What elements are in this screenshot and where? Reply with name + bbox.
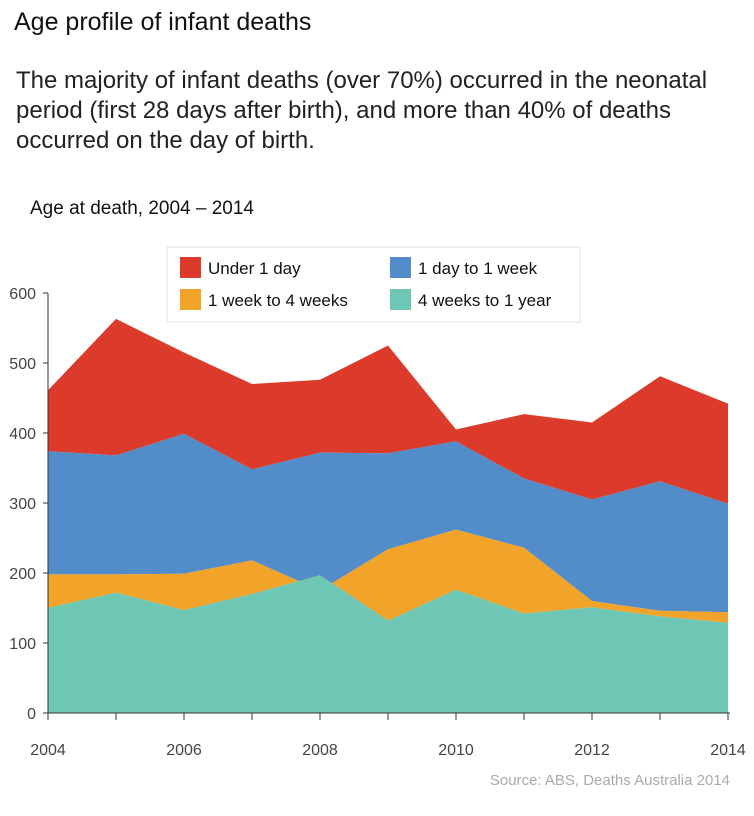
legend-label-1-week-to-4-weeks: 1 week to 4 weeks bbox=[208, 291, 348, 310]
y-tick-label: 200 bbox=[9, 566, 36, 583]
y-tick-label: 100 bbox=[9, 636, 36, 653]
x-tick-label: 2006 bbox=[166, 742, 202, 759]
source-note: Source: ABS, Deaths Australia 2014 bbox=[489, 772, 730, 789]
y-tick-label: 400 bbox=[9, 426, 36, 443]
x-tick-label: 2004 bbox=[30, 742, 66, 759]
x-tick-label: 2008 bbox=[302, 742, 338, 759]
legend: Under 1 day 1 day to 1 week 1 week to 4 we… bbox=[166, 246, 581, 323]
legend-swatch-1-day-to-1-week bbox=[390, 257, 411, 278]
y-tick-label: 500 bbox=[9, 356, 36, 373]
x-tick-label: 2012 bbox=[574, 742, 610, 759]
y-tick-label: 300 bbox=[9, 496, 36, 513]
y-tick-label: 600 bbox=[9, 286, 36, 303]
chart-subtitle: The majority of infant deaths (over 70%)… bbox=[16, 67, 708, 154]
area-1-week-to-4-weeks bbox=[48, 529, 728, 623]
x-tick-label: 2014 bbox=[710, 742, 746, 759]
legend-box bbox=[166, 246, 581, 323]
legend-swatch-1-week-to-4-weeks bbox=[180, 289, 201, 310]
page-title: Age profile of infant deaths bbox=[14, 8, 312, 36]
area-1-day-to-1-week bbox=[48, 433, 728, 613]
area-under-1-day bbox=[48, 318, 728, 504]
legend-label-4-weeks-to-1-year: 4 weeks to 1 year bbox=[418, 291, 552, 310]
chart-title: Age at death, 2004 – 2014 bbox=[30, 198, 254, 219]
legend-swatch-under-1-day bbox=[180, 257, 201, 278]
legend-label-1-day-to-1-week: 1 day to 1 week bbox=[418, 259, 538, 278]
area-4-weeks-to-1-year bbox=[48, 575, 728, 713]
x-tick-label: 2010 bbox=[438, 742, 474, 759]
y-tick-label: 0 bbox=[27, 706, 36, 723]
legend-swatch-4-weeks-to-1-year bbox=[390, 289, 411, 310]
legend-label-under-1-day: Under 1 day bbox=[208, 259, 301, 278]
